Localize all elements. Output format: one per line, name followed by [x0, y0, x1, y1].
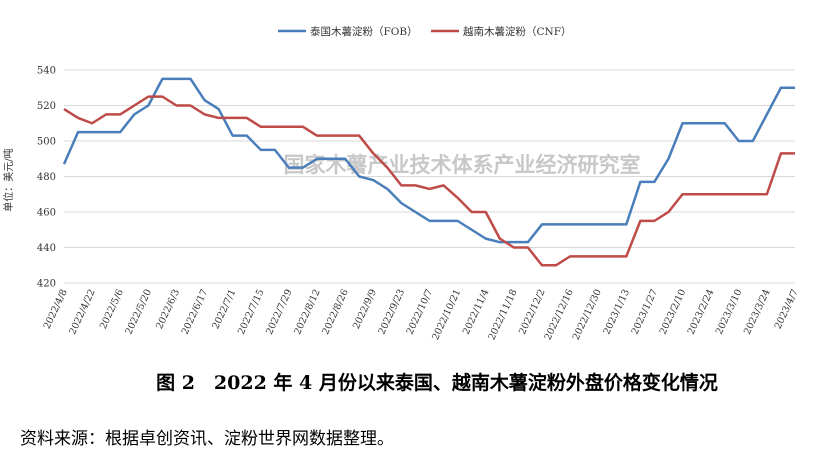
- source-note: 资料来源：根据卓创资讯、淀粉世界网数据整理。: [20, 429, 394, 449]
- x-tick-label: 2022/4/22: [67, 288, 98, 337]
- x-tick-label: 2022/10/21: [430, 288, 463, 342]
- watermark: 国家木薯产业技术体系产业经济研究室: [284, 152, 641, 177]
- x-tick-label: 2022/8/12: [292, 288, 323, 337]
- legend-label: 泰国木薯淀粉（FOB）: [310, 25, 418, 38]
- x-tick-label: 2023/3/10: [714, 288, 745, 337]
- series-line: [63, 95, 795, 267]
- x-tick-label: 2022/5/6: [98, 288, 126, 331]
- series-line: [62, 77, 795, 244]
- y-tick-label: 500: [37, 137, 56, 148]
- y-tick-label: 440: [37, 243, 56, 254]
- y-tick-label: 540: [37, 66, 56, 77]
- x-tick-label: 2022/12/30: [571, 288, 604, 342]
- x-tick-label: 2023/4/7: [773, 288, 801, 331]
- x-tick-label: 2022/7/15: [236, 288, 267, 337]
- y-tick-label: 520: [37, 101, 56, 112]
- caption: 图 2 2022 年 4 月份以来泰国、越南木薯淀粉外盘价格变化情况: [156, 371, 718, 394]
- x-tick-label: 2022/6/3: [154, 288, 182, 331]
- x-tick-label: 2023/2/24: [686, 288, 717, 337]
- x-tick-label: 2022/9/23: [377, 288, 408, 337]
- x-tick-label: 2022/6/17: [180, 288, 211, 337]
- x-tick-label: 2023/1/13: [601, 288, 632, 337]
- x-tick-label: 2023/2/10: [658, 288, 689, 337]
- x-tick-label: 2022/5/20: [124, 288, 155, 337]
- y-tick-label: 460: [37, 208, 56, 219]
- y-axis-label: 单位：美元/吨: [2, 148, 15, 211]
- x-tick-label: 2022/7/1: [210, 288, 238, 331]
- x-tick-label: 2023/1/27: [630, 288, 661, 337]
- x-tick-label: 2022/10/7: [405, 288, 436, 337]
- y-tick-label: 480: [37, 172, 56, 183]
- x-tick-label: 2023/3/24: [742, 288, 773, 337]
- y-tick-label: 420: [37, 279, 56, 290]
- legend-label: 越南木薯淀粉（CNF）: [463, 25, 572, 38]
- x-tick-label: 2022/12/16: [543, 288, 576, 342]
- x-tick-label: 2022/12/2: [517, 288, 548, 337]
- x-tick-label: 2022/7/29: [264, 288, 295, 337]
- x-tick-label: 2022/11/4: [461, 288, 492, 337]
- x-tick-label: 2022/8/26: [320, 288, 351, 337]
- x-tick-label: 2022/4/8: [42, 288, 70, 331]
- x-tick-label: 2022/9/9: [351, 288, 379, 331]
- x-tick-label: 2022/11/18: [486, 288, 519, 342]
